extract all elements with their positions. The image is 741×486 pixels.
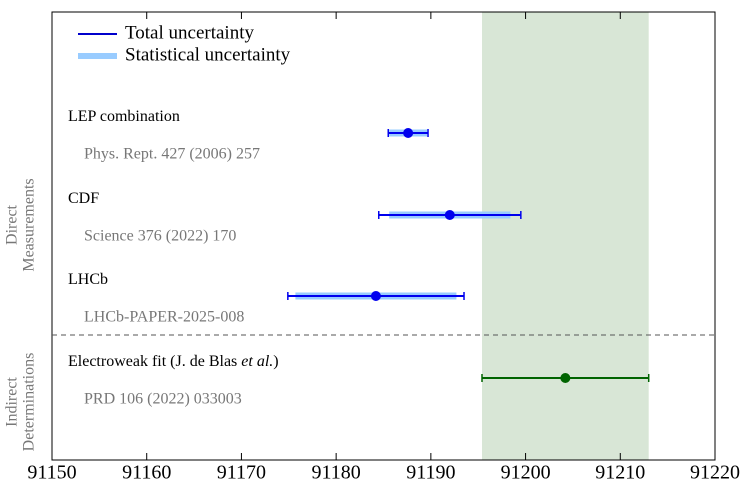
- fit-band: [482, 12, 649, 460]
- central-value: [444, 210, 455, 220]
- x-tick-label: 91190: [406, 462, 455, 484]
- row-name-part: Electroweak fit (J. de Blas: [68, 353, 241, 370]
- row-name-part: LEP combination: [68, 108, 180, 125]
- row-name: CDF: [68, 190, 99, 207]
- x-tick-label: 91150: [27, 462, 76, 484]
- x-tick-label: 91200: [501, 462, 551, 484]
- central-value: [370, 291, 381, 301]
- row-name-part: et al.: [241, 353, 273, 370]
- row-name-part: LHCb: [68, 271, 108, 288]
- row-reference: Phys. Rept. 427 (2006) 257: [84, 146, 260, 163]
- row-name: Electroweak fit (J. de Blas et al.): [68, 353, 279, 370]
- group-label: Indirect: [4, 377, 21, 427]
- row-name: LEP combination: [68, 108, 180, 125]
- row-reference: LHCb-PAPER-2025-008: [84, 309, 244, 326]
- central-value: [403, 128, 414, 138]
- x-tick-label: 91220: [690, 462, 740, 484]
- row-reference: Science 376 (2022) 170: [84, 228, 236, 245]
- x-tick-label: 91170: [217, 462, 266, 484]
- group-label: Measurements: [21, 178, 38, 271]
- group-label: Direct: [4, 204, 21, 245]
- central-value: [560, 373, 571, 383]
- row-name: LHCb: [68, 271, 108, 288]
- group-label: Determinations: [21, 353, 38, 452]
- x-tick-label: 91160: [122, 462, 171, 484]
- legend-stat: Statistical uncertainty: [125, 44, 291, 65]
- x-tick-label: 91180: [312, 462, 361, 484]
- x-tick-label: 91210: [595, 462, 645, 484]
- row-name-part: CDF: [68, 190, 99, 207]
- legend-total: Total uncertainty: [125, 22, 254, 43]
- row-name-part: ): [273, 353, 278, 370]
- row-reference: PRD 106 (2022) 033003: [84, 391, 242, 408]
- plot-frame: [51, 11, 716, 461]
